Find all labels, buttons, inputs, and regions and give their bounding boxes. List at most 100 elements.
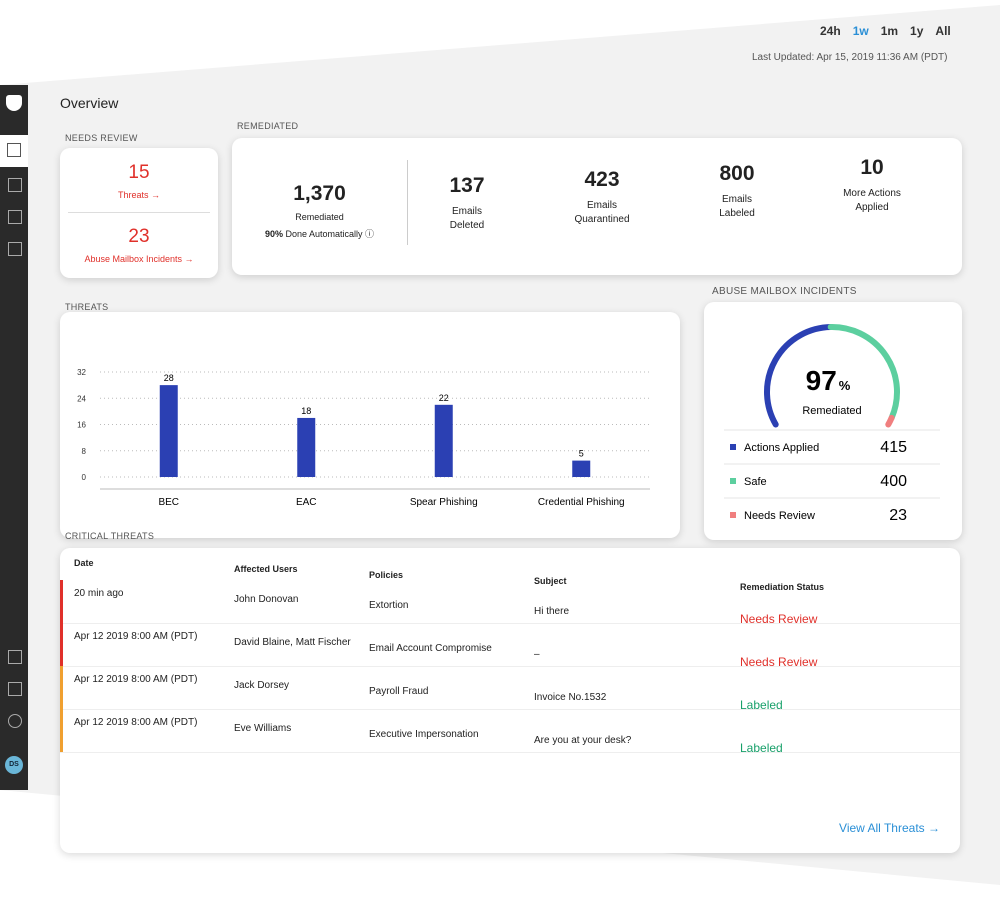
link-text: Threats (117, 190, 149, 200)
legend-label: Needs Review (744, 510, 815, 522)
bar (434, 404, 453, 477)
percent-unit: % (839, 378, 851, 393)
legend-swatch (730, 512, 736, 518)
stat-value: 10 (860, 156, 884, 179)
cell: Apr 12 2019 8:00 AM (PDT) (74, 717, 198, 728)
cell: Apr 12 2019 8:00 AM (PDT) (74, 631, 198, 642)
cell: David Blaine, Matt Fischer (234, 637, 351, 648)
legend-value: 415 (880, 439, 907, 456)
time-filter[interactable]: 1y (910, 24, 924, 38)
gauge-segment (885, 414, 895, 428)
nav-item[interactable] (8, 210, 22, 224)
column-header: Remediation Status (740, 582, 825, 592)
cell: – (534, 649, 540, 660)
remediated-card: 1,370 Remediated 90% Done Automatically … (232, 138, 962, 275)
time-filter[interactable]: All (935, 24, 951, 38)
nav-item-active[interactable] (0, 135, 28, 167)
threats-card: 0 8 16 24 32 28 BEC 18 EAC 22 Spear Phishing 5 Crede… (60, 312, 680, 538)
view-all-link[interactable]: View All Threats → (839, 821, 940, 835)
auto-label: Done Automatically (285, 229, 363, 239)
status: Labeled (740, 698, 783, 712)
critical-table: View All Threats → Date Affected Users Pol… (60, 548, 960, 853)
y-tick-label: 24 (77, 394, 86, 403)
stat-value: 137 (449, 174, 485, 197)
value-label: 18 (301, 406, 311, 416)
legend-swatch (730, 478, 736, 484)
nav-item[interactable] (8, 682, 22, 696)
time-filter[interactable]: 1w (852, 24, 869, 38)
gauge-segment (764, 324, 834, 428)
status: Labeled (740, 741, 783, 755)
y-tick-label: 0 (82, 473, 87, 482)
value-label: 28 (164, 373, 174, 383)
time-filter[interactable]: 24h (820, 24, 841, 38)
x-tick-label: EAC (296, 497, 317, 508)
row-divider (60, 623, 960, 624)
nav-item[interactable] (8, 242, 22, 256)
bar (572, 460, 591, 477)
bar (159, 385, 178, 477)
nav-item[interactable] (8, 650, 22, 664)
dashboard-icon (7, 143, 21, 157)
stat-label: Labeled (719, 208, 755, 219)
time-filter[interactable]: 1m (880, 24, 899, 38)
stat-label: Quarantined (574, 214, 630, 225)
link-text: Abuse Mailbox Incidents (84, 254, 183, 264)
page-title: Overview (60, 95, 119, 111)
gauge-segment (827, 324, 900, 421)
cell: John Donovan (234, 594, 299, 605)
stat-label: Emails (721, 194, 752, 205)
value-label: 5 (579, 449, 584, 459)
auto-pct: 90% (264, 229, 283, 239)
value-label: 22 (439, 393, 449, 403)
cell: Jack Dorsey (234, 680, 290, 691)
legend-swatch (730, 444, 736, 450)
bar (297, 417, 316, 477)
avatar[interactable]: DS (5, 756, 23, 774)
cell: Extortion (369, 600, 409, 611)
divider (407, 160, 408, 245)
abuse-gauge: Actions Applied 415 Safe 400 Needs Review 23 9… (724, 324, 940, 524)
section-label: ABUSE MAILBOX INCIDENTS (712, 286, 857, 297)
row-divider (60, 666, 960, 667)
cell: Eve Williams (234, 723, 292, 734)
row-severity (60, 666, 63, 709)
row-severity (60, 580, 63, 623)
cell: Apr 12 2019 8:00 AM (PDT) (74, 674, 198, 685)
stat-label: More Actions (843, 188, 901, 199)
stat-value: 423 (584, 168, 620, 191)
stat-label: Applied (855, 202, 889, 213)
cell: Payroll Fraud (369, 686, 429, 697)
section-label: CRITICAL THREATS (65, 531, 155, 541)
y-tick-label: 8 (82, 447, 87, 456)
sidebar: DS (0, 85, 28, 790)
percent-label: Remediated (802, 405, 861, 417)
stat-value: 800 (719, 162, 755, 185)
cell: 20 min ago (74, 588, 124, 599)
cell: Email Account Compromise (369, 643, 492, 654)
cell: Are you at your desk? (534, 735, 632, 746)
stat-label: Deleted (449, 220, 485, 231)
threats-chart: 0 8 16 24 32 28 BEC 18 EAC 22 Spear Phishing 5 Crede… (77, 368, 650, 508)
threats-count: 15 (128, 162, 150, 183)
column-header: Date (74, 558, 94, 568)
legend-value: 400 (880, 473, 907, 490)
column-header: Affected Users (234, 564, 298, 574)
settings-icon[interactable] (8, 714, 22, 728)
y-tick-label: 16 (77, 421, 86, 430)
stat-label: Emails (451, 206, 482, 217)
threats-link[interactable]: Threats → (117, 190, 161, 200)
divider (68, 212, 210, 213)
time-filters: 24h 1w 1m 1y All (820, 24, 963, 38)
cell: Executive Impersonation (369, 729, 479, 740)
abuse-link[interactable]: Abuse Mailbox Incidents → (84, 254, 194, 264)
nav-item[interactable] (8, 178, 22, 192)
abuse-count: 23 (128, 226, 150, 247)
x-tick-label: Credential Phishing (538, 497, 625, 508)
status: Needs Review (740, 655, 818, 669)
legend-value: 23 (889, 507, 907, 524)
percent: 97% (806, 365, 851, 396)
status: Needs Review (740, 612, 818, 626)
remediated-label: Remediated (295, 212, 344, 222)
